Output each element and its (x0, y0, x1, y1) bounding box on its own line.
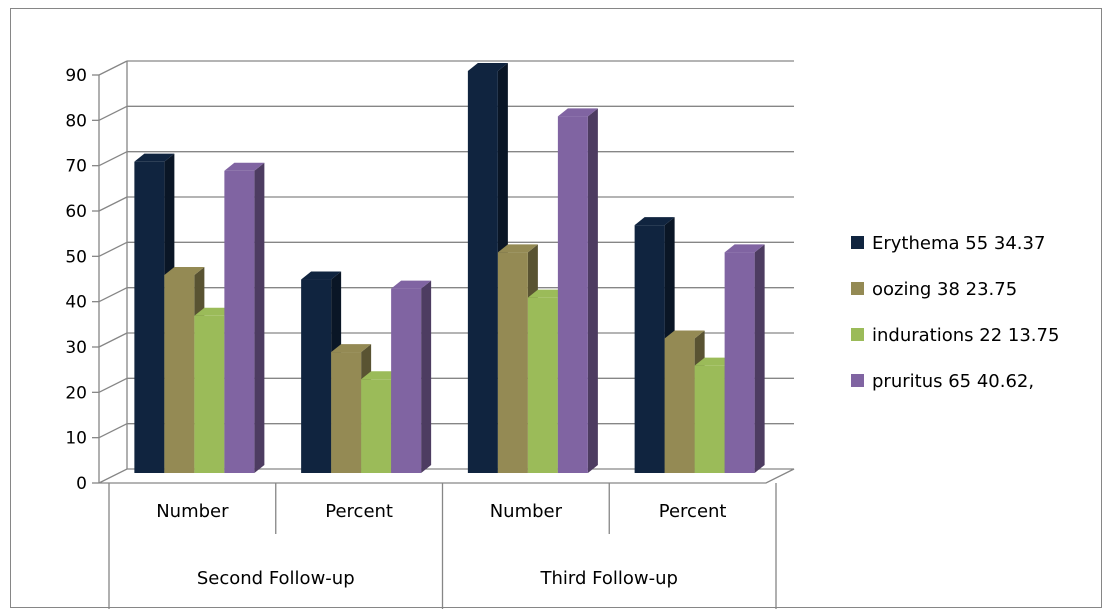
legend-label: oozing 38 23.75 (872, 279, 1017, 300)
gridline-wall (98, 287, 128, 303)
legend-label: indurations 22 13.75 (872, 325, 1059, 346)
bar (467, 71, 498, 473)
category-label: Percent (325, 501, 393, 522)
chart: 0 10 20 30 40 50 60 70 80 90 Number Percent Number P… (65, 60, 1059, 609)
y-tick-label: 30 (65, 338, 87, 358)
bar (331, 352, 362, 473)
bar (224, 170, 255, 473)
legend: Erythema 55 34.37 oozing 38 23.75 indurati… (851, 233, 1059, 392)
bar (664, 338, 695, 473)
x-category-labels: Number Percent Number Percent Second Follow-… (156, 501, 726, 589)
bar-top (467, 63, 508, 71)
bar-top (634, 217, 675, 226)
bar-side (421, 280, 432, 473)
gridline-wall (98, 377, 128, 393)
y-tick-label: 10 (65, 429, 87, 449)
bar (634, 225, 665, 473)
bar-top (557, 108, 598, 117)
bar (724, 252, 755, 473)
y-tick-labels: 0 10 20 30 40 50 60 70 80 90 (65, 66, 87, 494)
y-tick-label: 90 (65, 66, 87, 86)
axes (92, 74, 777, 609)
bars (134, 63, 765, 473)
gridline-wall (98, 105, 128, 121)
legend-swatch (851, 236, 864, 249)
chart-walls (98, 61, 795, 484)
chart-frame: 0 10 20 30 40 50 60 70 80 90 Number Percent Number P… (10, 8, 1102, 609)
category-label: Number (490, 501, 563, 522)
legend-swatch (851, 282, 864, 295)
gridline-wall (98, 151, 128, 167)
y-tick-label: 80 (65, 111, 87, 131)
bar-top (724, 244, 765, 253)
bar (164, 275, 195, 473)
bar (134, 161, 165, 473)
y-tick-label: 40 (65, 293, 87, 313)
bar-top (497, 244, 538, 253)
bar (527, 297, 558, 473)
bar (361, 379, 392, 473)
legend-swatch (851, 328, 864, 341)
floor (98, 468, 795, 484)
category-label: Percent (659, 501, 727, 522)
bar (557, 116, 588, 473)
legend-label: Erythema 55 34.37 (872, 233, 1045, 254)
bar-top (164, 267, 205, 275)
legend-label: pruritus 65 40.62, (872, 371, 1034, 392)
bar-side (754, 244, 765, 473)
bar-side (587, 108, 598, 473)
gridline-wall (98, 196, 128, 212)
group-label: Second Follow-up (197, 568, 355, 589)
y-tick-label: 60 (65, 202, 87, 222)
y-tick-label: 70 (65, 157, 87, 177)
bar-side (254, 162, 265, 473)
category-label: Number (156, 501, 229, 522)
gridline-wall (98, 60, 128, 76)
legend-swatch (851, 374, 864, 387)
y-tick-label: 0 (76, 474, 87, 494)
bar (391, 288, 422, 473)
gridline-wall (98, 423, 128, 439)
bar (301, 279, 332, 473)
gridline-wall (98, 241, 128, 257)
bar-top (391, 280, 432, 289)
y-tick-label: 50 (65, 247, 87, 267)
bar-top (331, 344, 372, 353)
gridline-wall (98, 332, 128, 348)
bar (694, 365, 725, 473)
bar (194, 315, 225, 473)
bar-top (664, 330, 705, 339)
bar (497, 252, 528, 473)
bar-top (224, 162, 265, 171)
bar-top (301, 271, 342, 280)
bar-top (134, 153, 175, 162)
group-label: Third Follow-up (540, 568, 678, 589)
y-tick-label: 20 (65, 383, 87, 403)
